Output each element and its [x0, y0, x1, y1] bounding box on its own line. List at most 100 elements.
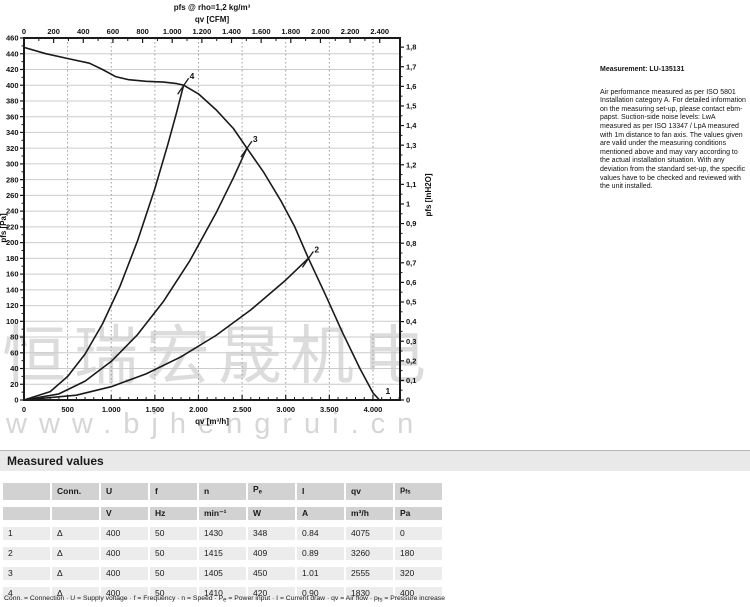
svg-text:2: 2: [314, 244, 319, 254]
col-frequency: f: [150, 483, 197, 500]
col-voltage: U: [101, 483, 148, 500]
section-title: Measured values: [7, 454, 104, 468]
svg-text:800: 800: [136, 27, 149, 36]
svg-text:1,4: 1,4: [406, 121, 417, 130]
svg-text:260: 260: [6, 191, 19, 200]
svg-text:240: 240: [6, 207, 19, 216]
svg-text:qv [m³/h]: qv [m³/h]: [195, 417, 229, 426]
col-speed: n: [199, 483, 246, 500]
svg-text:200: 200: [6, 238, 19, 247]
svg-text:0: 0: [22, 27, 26, 36]
svg-text:0,8: 0,8: [406, 239, 416, 248]
svg-text:1: 1: [385, 386, 390, 396]
performance-chart: 0 20 40 60 80 100 120 140 160 180 200 220 240 260 280 3…: [0, 0, 440, 432]
svg-text:1,1: 1,1: [406, 180, 416, 189]
svg-text:20: 20: [10, 380, 18, 389]
svg-text:1,8: 1,8: [406, 43, 416, 52]
svg-text:4.000: 4.000: [364, 405, 383, 414]
svg-text:2.500: 2.500: [233, 405, 252, 414]
measurement-id: Measurement: LU-135131: [600, 66, 685, 73]
svg-text:320: 320: [6, 144, 19, 153]
table-row: 4 Δ 400 50 1410 420 0.90 1830 400: [3, 586, 442, 600]
svg-text:0: 0: [406, 396, 410, 405]
svg-text:0,2: 0,2: [406, 356, 416, 365]
svg-text:100: 100: [6, 317, 19, 326]
col-conn: Conn.: [52, 483, 99, 500]
svg-text:0: 0: [14, 396, 18, 405]
delta-symbol: Δ: [52, 546, 99, 560]
svg-text:3.500: 3.500: [320, 405, 339, 414]
svg-text:0,7: 0,7: [406, 258, 416, 267]
col-pressure: pfs: [395, 483, 442, 500]
table-row: 2 Δ 400 50 1415 409 0.89 3260 180: [3, 546, 442, 560]
svg-text:160: 160: [6, 270, 19, 279]
svg-text:40: 40: [10, 364, 18, 373]
svg-text:1,5: 1,5: [406, 102, 416, 111]
svg-text:1.000: 1.000: [102, 405, 121, 414]
col-index: [3, 483, 50, 500]
col-airflow: qv: [346, 483, 393, 500]
table-header-row: Conn. U f n Pe I qv pfs: [3, 483, 442, 500]
svg-text:0,3: 0,3: [406, 337, 416, 346]
svg-text:300: 300: [6, 160, 19, 169]
svg-text:140: 140: [6, 285, 19, 294]
measurement-notes: Air performance measured as per ISO 5801…: [600, 88, 746, 191]
svg-text:pfs [InH2O]: pfs [InH2O]: [424, 173, 433, 216]
svg-text:60: 60: [10, 348, 18, 357]
svg-text:500: 500: [61, 405, 74, 414]
svg-text:1.800: 1.800: [281, 27, 300, 36]
svg-text:420: 420: [6, 65, 19, 74]
delta-symbol: Δ: [52, 586, 99, 600]
table-units-row: V Hz min⁻¹ W A m³/h Pa: [3, 506, 442, 520]
svg-text:2.400: 2.400: [370, 27, 389, 36]
svg-text:360: 360: [6, 112, 19, 121]
delta-symbol: Δ: [52, 566, 99, 580]
watermark-url: www.bjhengrui.cn: [6, 408, 426, 440]
measured-values-table: Conn. U f n Pe I qv pfs V Hz min⁻¹ W A m…: [1, 476, 444, 607]
table-row: 1 Δ 400 50 1430 348 0.84 4075 0: [3, 526, 442, 540]
svg-text:600: 600: [107, 27, 120, 36]
svg-text:200: 200: [47, 27, 60, 36]
svg-text:2.200: 2.200: [341, 27, 360, 36]
svg-text:2.000: 2.000: [189, 405, 208, 414]
measured-values-header: Measured values: [0, 450, 750, 471]
svg-text:0: 0: [22, 405, 26, 414]
svg-text:400: 400: [77, 27, 90, 36]
air-performance-curve-chart: 0204060801001201401601802002202402602803…: [0, 3, 433, 426]
delta-symbol: Δ: [52, 526, 99, 540]
svg-text:1,3: 1,3: [406, 141, 416, 150]
svg-text:1.000: 1.000: [163, 27, 182, 36]
svg-text:0,4: 0,4: [406, 317, 417, 326]
svg-text:1.400: 1.400: [222, 27, 241, 36]
svg-text:1.600: 1.600: [252, 27, 271, 36]
watermark-cjk: 恒瑞宏晟机电: [2, 320, 434, 392]
svg-text:0,1: 0,1: [406, 376, 416, 385]
svg-text:qv [CFM]: qv [CFM]: [195, 15, 230, 24]
legend-footnote: Conn. = Connection · U = Supply voltage …: [4, 595, 445, 604]
svg-text:460: 460: [6, 34, 19, 43]
svg-text:2.000: 2.000: [311, 27, 330, 36]
svg-text:380: 380: [6, 97, 19, 106]
svg-text:80: 80: [10, 333, 18, 342]
svg-text:4: 4: [190, 71, 195, 81]
svg-text:0,9: 0,9: [406, 219, 416, 228]
svg-text:180: 180: [6, 254, 19, 263]
svg-text:280: 280: [6, 175, 19, 184]
svg-text:3: 3: [253, 134, 258, 144]
svg-text:1.200: 1.200: [192, 27, 211, 36]
svg-text:pfs [Pa]: pfs [Pa]: [0, 213, 8, 243]
svg-text:120: 120: [6, 301, 19, 310]
svg-text:1,6: 1,6: [406, 82, 416, 91]
svg-text:1: 1: [406, 200, 410, 209]
measurement-info: Measurement: LU-135131 Air performance m…: [600, 66, 748, 192]
col-power: Pe: [248, 483, 295, 500]
svg-text:pfs @ rho=1,2 kg/m³: pfs @ rho=1,2 kg/m³: [174, 3, 251, 12]
svg-text:0,5: 0,5: [406, 298, 416, 307]
svg-text:340: 340: [6, 128, 19, 137]
svg-text:3.000: 3.000: [276, 405, 295, 414]
svg-text:440: 440: [6, 49, 19, 58]
svg-text:1.500: 1.500: [145, 405, 164, 414]
svg-text:220: 220: [6, 222, 19, 231]
svg-text:1,7: 1,7: [406, 62, 416, 71]
